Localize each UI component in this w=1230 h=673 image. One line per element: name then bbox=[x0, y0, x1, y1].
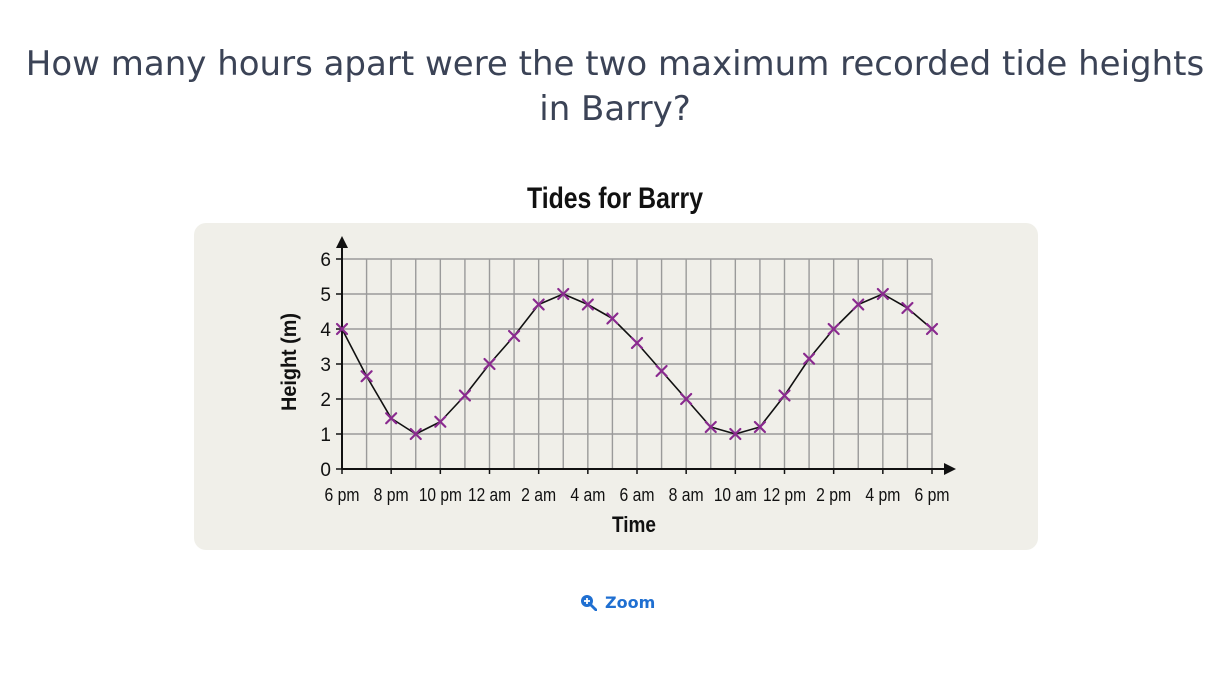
question-text: How many hours apart were the two maximu… bbox=[25, 44, 1205, 129]
data-point-marker bbox=[507, 329, 521, 343]
x-tick-label: 2 am bbox=[521, 485, 556, 505]
axes bbox=[336, 236, 956, 475]
data-point-marker bbox=[876, 287, 889, 301]
y-tick-label: 1 bbox=[320, 425, 331, 446]
x-tick-label: 8 pm bbox=[374, 485, 409, 505]
x-tick-label: 2 pm bbox=[816, 485, 851, 505]
y-tick-label: 6 bbox=[320, 250, 331, 271]
chart-title: Tides for Barry bbox=[527, 182, 703, 215]
x-tick-label: 8 am bbox=[669, 485, 704, 505]
data-point-marker bbox=[753, 420, 767, 434]
data-point-marker bbox=[655, 364, 668, 378]
y-axis-arrow bbox=[336, 236, 348, 248]
data-point-marker bbox=[606, 312, 619, 325]
y-tick-label: 0 bbox=[320, 460, 331, 481]
x-axis-label: Time bbox=[612, 512, 656, 537]
data-point-marker bbox=[385, 412, 398, 425]
data-point-marker bbox=[360, 370, 373, 383]
grid bbox=[342, 258, 933, 469]
x-tick-labels: 6 pm 8 pm 10 pm 12 am 2 am 4 am 6 am 8 am 10 am 1… bbox=[325, 469, 950, 505]
x-axis-arrow bbox=[944, 463, 956, 475]
data-point-marker bbox=[532, 298, 545, 311]
x-tick-label: 12 am bbox=[468, 485, 511, 505]
data-point-marker bbox=[852, 298, 865, 311]
y-tick-label: 5 bbox=[320, 285, 331, 306]
data-point-marker bbox=[409, 427, 422, 441]
x-tick-label: 10 am bbox=[714, 485, 757, 505]
data-point-marker bbox=[827, 322, 840, 336]
y-tick-label: 3 bbox=[320, 355, 331, 376]
data-point-marker bbox=[458, 389, 472, 402]
data-point-marker bbox=[630, 336, 644, 350]
x-tick-label: 12 pm bbox=[763, 485, 806, 505]
data-point-marker bbox=[557, 287, 570, 301]
zoom-label: Zoom bbox=[605, 592, 656, 612]
zoom-in-icon bbox=[581, 594, 597, 611]
x-tick-label: 6 pm bbox=[325, 485, 360, 505]
data-point-marker bbox=[434, 415, 447, 428]
data-point-marker bbox=[802, 352, 816, 365]
chart-panel bbox=[194, 223, 1038, 550]
data-point-marker bbox=[335, 322, 349, 336]
data-point-marker bbox=[483, 357, 496, 371]
x-tick-label: 4 pm bbox=[865, 485, 900, 505]
tide-chart-svg: Tides for Barry 0 1 2 3 4 5 6 6 pm 8 pm 10 pm 12 … bbox=[194, 182, 1038, 550]
zoom-button[interactable]: Zoom bbox=[580, 590, 655, 614]
data-point-marker bbox=[778, 389, 791, 402]
y-tick-labels: 0 1 2 3 4 5 6 bbox=[320, 250, 342, 481]
data-markers bbox=[335, 287, 939, 441]
x-tick-label: 6 am bbox=[620, 485, 655, 505]
data-point-marker bbox=[901, 301, 914, 315]
x-tick-label: 10 pm bbox=[419, 485, 462, 505]
y-tick-label: 2 bbox=[320, 390, 331, 411]
y-axis-label: Height (m) bbox=[278, 313, 301, 411]
data-point-marker bbox=[680, 392, 693, 406]
x-tick-label: 6 pm bbox=[915, 485, 950, 505]
y-tick-label: 4 bbox=[320, 320, 331, 341]
data-point-marker bbox=[729, 427, 742, 441]
chart: Tides for Barry 0 1 2 3 4 5 6 6 pm 8 pm 10 pm 12 … bbox=[0, 160, 1230, 570]
data-point-marker bbox=[925, 322, 939, 336]
x-tick-label: 4 am bbox=[570, 485, 605, 505]
data-point-marker bbox=[581, 298, 594, 311]
data-point-marker bbox=[704, 420, 717, 434]
